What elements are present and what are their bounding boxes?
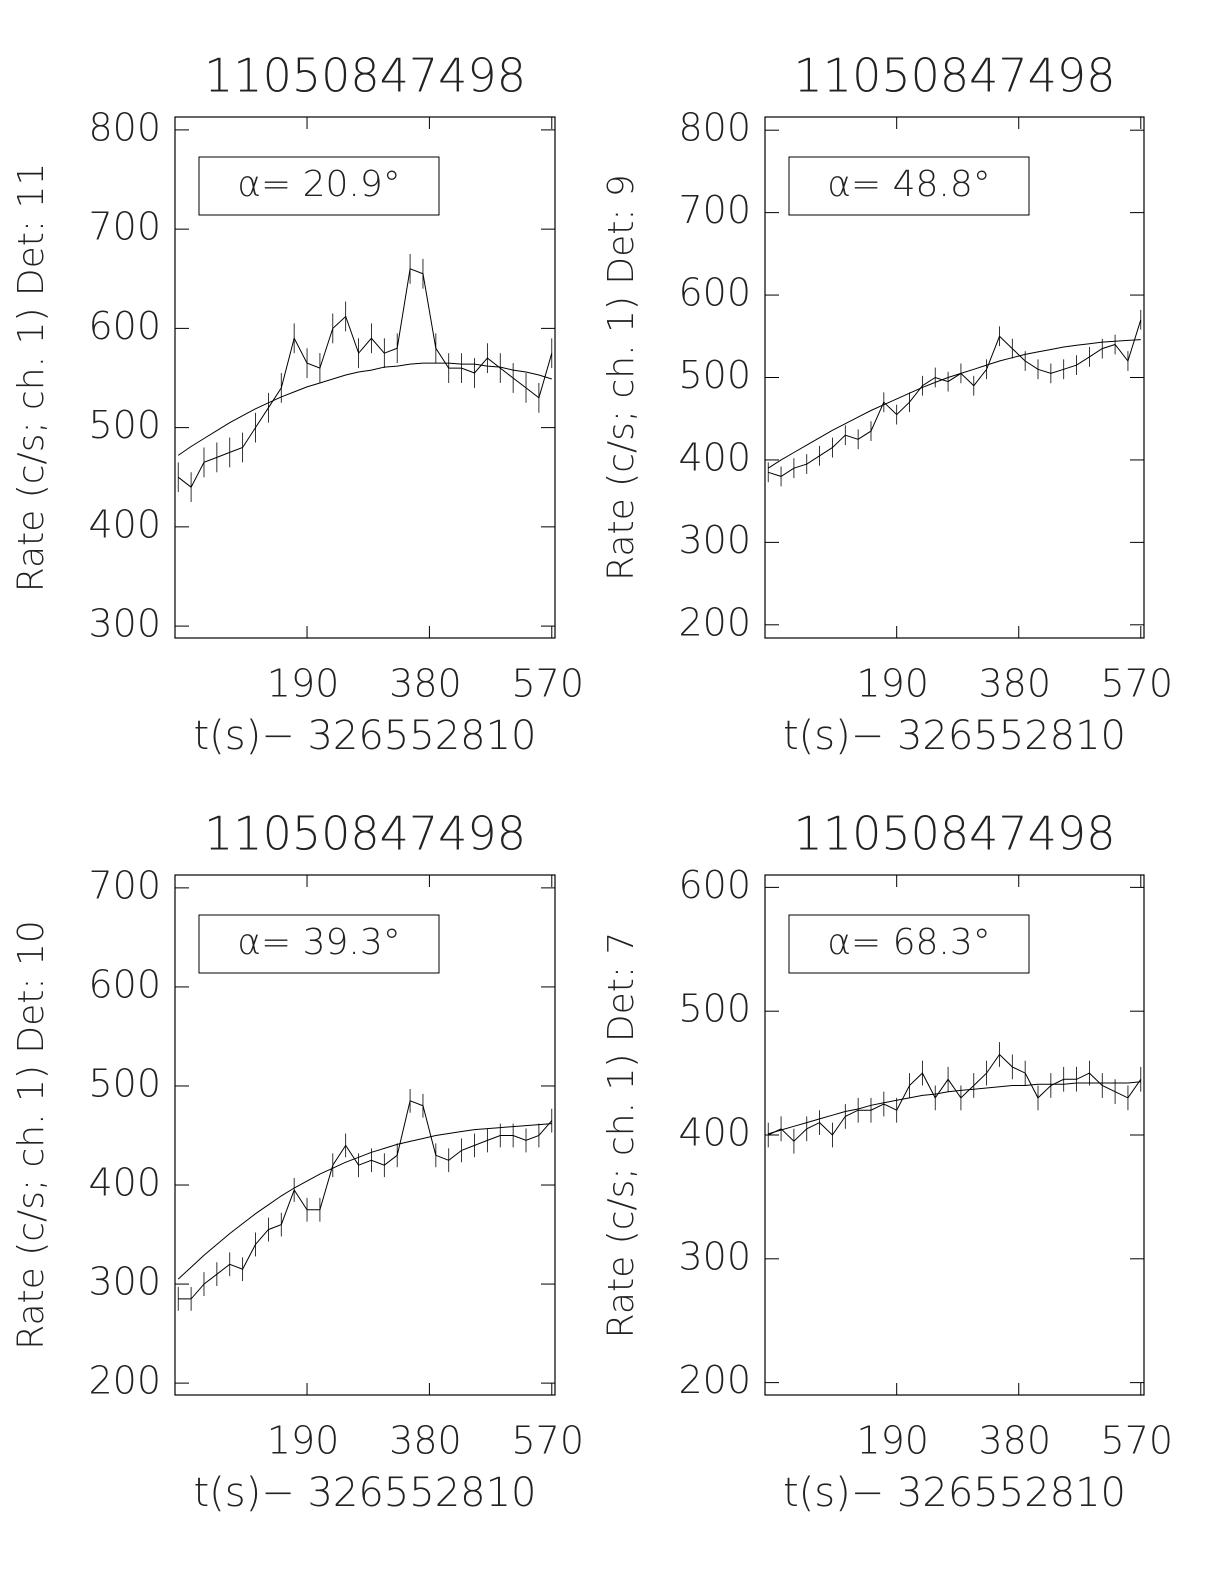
y-tick-label: 700 <box>88 205 161 249</box>
x-tick-label: 190 <box>856 662 929 706</box>
fit-line <box>767 339 1141 469</box>
y-axis-label: Rate (c/s; ch. 1) Det: 7 <box>601 932 642 1339</box>
plot-frame <box>174 874 556 1396</box>
y-tick-label: 800 <box>88 105 161 149</box>
y-axis-label: Rate (c/s; ch. 1) Det: 10 <box>11 920 52 1350</box>
x-tick-label: 380 <box>389 662 462 706</box>
y-tick-label: 200 <box>88 1359 161 1403</box>
y-tick-label: 600 <box>678 271 751 315</box>
y-tick-label: 300 <box>678 1234 751 1278</box>
x-tick-label: 190 <box>267 662 340 706</box>
data-line <box>767 1053 1142 1142</box>
y-tick-label: 200 <box>678 1358 751 1402</box>
panel: 11050847498 Rate (c/s; ch. 1) Det: 10 t(s)… <box>11 807 584 1517</box>
fit-line <box>768 1081 1141 1135</box>
data-line <box>177 268 553 488</box>
annotation: α= 48.8° <box>827 164 991 205</box>
panel: 11050847498 Rate (c/s; ch. 1) Det: 9 t(s)−… <box>601 49 1173 760</box>
y-tick-label: 600 <box>88 962 161 1006</box>
y-tick-label: 300 <box>678 518 751 562</box>
x-tick-label: 380 <box>978 1419 1051 1463</box>
annotation-box <box>788 914 1030 974</box>
y-axis-label: Rate (c/s; ch. 1) Det: 11 <box>11 163 52 593</box>
x-axis-label: t(s)− 326552810 <box>193 1470 536 1516</box>
annotation: α= 39.3° <box>237 922 401 963</box>
y-tick-label: 400 <box>678 1111 751 1155</box>
x-tick-label: 190 <box>267 1419 340 1463</box>
x-axis-label: t(s)− 326552810 <box>783 713 1126 759</box>
fit-line <box>177 1123 552 1280</box>
x-tick-label: 570 <box>512 1419 585 1463</box>
y-tick-label: 500 <box>678 353 751 397</box>
y-tick-label: 400 <box>88 502 161 546</box>
x-tick-label: 380 <box>389 1419 462 1463</box>
panel-title: 11050847498 <box>794 807 1116 861</box>
y-tick-label: 600 <box>678 863 751 907</box>
y-tick-label: 500 <box>678 987 751 1031</box>
annotation-box <box>788 156 1030 216</box>
y-tick-label: 500 <box>88 403 161 447</box>
y-tick-label: 500 <box>88 1061 161 1105</box>
y-tick-label: 400 <box>678 435 751 479</box>
data-line <box>768 319 1142 477</box>
y-tick-label: 300 <box>88 602 161 646</box>
x-tick-label: 190 <box>856 1419 929 1463</box>
annotation: α= 68.3° <box>827 922 991 963</box>
data-line <box>178 1100 553 1300</box>
fit-line <box>177 362 552 456</box>
panel: 11050847498 Rate (c/s; ch. 1) Det: 7 t(s)−… <box>601 807 1173 1517</box>
panel-title: 11050847498 <box>794 49 1116 103</box>
panel-title: 11050847498 <box>204 49 526 103</box>
y-axis-label: Rate (c/s; ch. 1) Det: 9 <box>601 174 642 581</box>
y-tick-label: 300 <box>88 1260 161 1304</box>
y-tick-label: 800 <box>678 106 751 150</box>
x-tick-label: 570 <box>512 662 585 706</box>
x-tick-label: 570 <box>1101 662 1174 706</box>
annotation-box <box>198 914 440 974</box>
x-tick-label: 380 <box>978 662 1051 706</box>
y-tick-label: 200 <box>678 600 751 644</box>
y-tick-label: 700 <box>678 188 751 232</box>
annotation: α= 20.9° <box>237 164 401 205</box>
annotation-box <box>198 156 440 216</box>
plot-frame <box>174 116 556 639</box>
panel-title: 11050847498 <box>204 807 526 861</box>
y-tick-label: 700 <box>88 863 161 907</box>
y-tick-label: 600 <box>88 304 161 348</box>
y-tick-label: 400 <box>88 1161 161 1205</box>
x-tick-label: 570 <box>1101 1419 1174 1463</box>
x-axis-label: t(s)− 326552810 <box>193 713 536 759</box>
panel: 11050847498 Rate (c/s; ch. 1) Det: 11 t(s)… <box>11 49 584 760</box>
x-axis-label: t(s)− 326552810 <box>783 1470 1126 1516</box>
